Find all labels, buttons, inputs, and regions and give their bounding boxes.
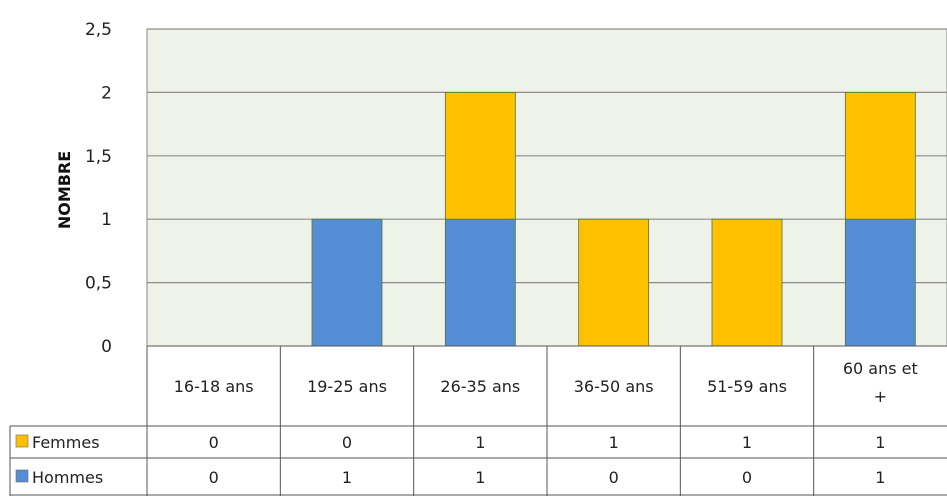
y-axis-label: NOMBRE [55, 151, 74, 229]
category-label: 36-50 ans [574, 377, 654, 396]
bar-femmes [444, 92, 516, 220]
table-cell-value: 1 [875, 468, 885, 487]
bar-femmes [844, 92, 916, 220]
y-tick-label: 0 [101, 337, 112, 357]
table-cell-value: 0 [609, 468, 619, 487]
category-label: 60 ans et [843, 359, 918, 378]
bar-femmes [711, 218, 783, 347]
category-label: 16-18 ans [174, 377, 254, 396]
y-tick-label: 2 [101, 83, 112, 103]
category-label: 19-25 ans [307, 377, 387, 396]
y-tick-label: 0,5 [85, 274, 112, 294]
table-cell-value: 1 [875, 433, 885, 452]
table-cell-value: 0 [342, 433, 352, 452]
bar-hommes [311, 218, 383, 347]
table-cell-value: 1 [742, 433, 752, 452]
plot-area [146, 28, 947, 347]
bar-hommes [844, 218, 916, 347]
legend-key-hommes [15, 469, 29, 483]
category-label: 26-35 ans [440, 377, 520, 396]
table-cell-value: 1 [609, 433, 619, 452]
table-cell-value: 1 [475, 468, 485, 487]
legend-label: Femmes [32, 433, 100, 452]
category-label: 51-59 ans [707, 377, 787, 396]
y-tick-label: 2,5 [85, 20, 112, 40]
bar-femmes [578, 218, 650, 347]
table-cell-value: 1 [475, 433, 485, 452]
y-tick-label: 1 [101, 210, 112, 230]
category-label: + [874, 387, 887, 406]
legend-label: Hommes [32, 468, 103, 487]
table-cell-value: 0 [209, 468, 219, 487]
table-cell-value: 0 [742, 468, 752, 487]
bar-hommes [444, 218, 516, 347]
legend-key-femmes [15, 434, 29, 448]
y-tick-label: 1,5 [85, 147, 112, 167]
table-cell-value: 1 [342, 468, 352, 487]
table-cell-value: 0 [209, 433, 219, 452]
